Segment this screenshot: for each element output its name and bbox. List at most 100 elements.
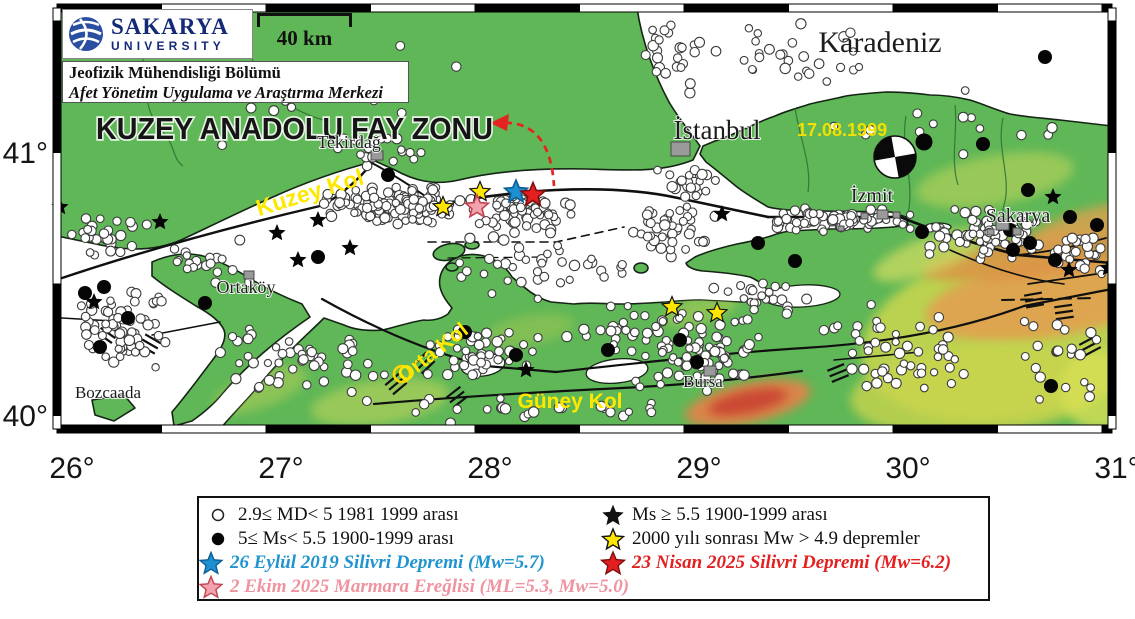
legend-item-text: 23 Nisan 2025 Silivri Depremi (Mw=6.2) — [632, 552, 952, 573]
historic-earthquake-dot — [1006, 243, 1020, 257]
earthquake-epicenter — [407, 185, 417, 196]
frame-segment — [1107, 7, 1117, 22]
earthquake-epicenter — [1085, 326, 1097, 339]
earthquake-epicenter — [484, 253, 495, 265]
earthquake-epicenter — [254, 381, 265, 392]
earthquake-epicenter — [845, 27, 856, 38]
earthquake-epicenter — [651, 321, 661, 332]
earthquake-epicenter — [1000, 239, 1010, 249]
earthquake-epicenter — [938, 241, 950, 253]
earthquake-epicenter — [960, 86, 970, 95]
frame-layer — [52, 3, 1117, 434]
earthquake-epicenter — [565, 275, 574, 284]
beachball-focal-mechanism — [873, 135, 917, 179]
earthquake-epicenter — [134, 340, 145, 351]
frame-segment — [788, 424, 894, 434]
earthquake-epicenter — [747, 285, 758, 296]
earthquake-epicenter — [673, 370, 685, 382]
earthquake-epicenter — [210, 277, 221, 288]
earthquake-epicenter — [521, 255, 531, 265]
earthquake-epicenter — [1030, 362, 1041, 374]
earthquake-epicenter — [629, 310, 639, 321]
earthquake-epicenter — [685, 344, 694, 353]
earthquake-epicenter — [587, 254, 596, 264]
earthquake-epicenter — [991, 237, 1001, 247]
earthquake-epicenter — [1066, 343, 1077, 354]
earthquake-epicenter — [509, 227, 520, 238]
earthquake-epicenter — [905, 210, 915, 219]
earthquake-epicenter — [677, 42, 687, 53]
earthquake-epicenter — [318, 198, 330, 209]
earthquake-epicenter — [944, 362, 955, 373]
earthquake-epicenter — [901, 340, 913, 352]
earthquake-epicenter — [846, 363, 858, 375]
hatch-line — [416, 355, 432, 371]
earthquake-epicenter — [501, 198, 511, 209]
earthquake-epicenter — [106, 296, 115, 305]
earthquake-epicenter — [721, 336, 732, 347]
earthquake-epicenter — [877, 366, 888, 377]
earthquake-epicenter — [1052, 345, 1064, 357]
relief-layer — [212, 151, 1112, 429]
earthquake-epicenter — [142, 319, 154, 331]
earthquake-epicenter — [950, 205, 960, 214]
earthquake-epicenter — [946, 378, 957, 389]
historic-earthquake-dot — [121, 311, 135, 325]
earthquake-epicenter — [880, 341, 892, 353]
earthquake-epicenter — [274, 358, 284, 368]
open-circle-glyph — [211, 508, 225, 522]
university-name-line1: SAKARYA — [111, 14, 229, 39]
department-box: Jeofizik Mühendisliği Bölümü Afet Yöneti… — [62, 61, 409, 103]
city-label: Bursa — [683, 372, 723, 391]
hatch-line — [388, 377, 404, 391]
earthquake-epicenter — [905, 224, 915, 233]
earthquake-epicenter — [394, 203, 406, 215]
earthquake-epicenter — [665, 208, 675, 218]
earthquake-epicenter — [1079, 263, 1090, 274]
earthquake-epicenter — [898, 220, 908, 229]
earthquake-epicenter — [682, 202, 692, 211]
legend-item: 5≤ Ms< 5.5 1900-1999 arası — [205, 527, 454, 551]
earthquake-epicenter — [651, 67, 662, 77]
earthquake-epicenter — [101, 352, 111, 362]
axis-label-lat: 40° — [3, 400, 48, 433]
earthquake-epicenter — [461, 266, 472, 277]
earthquake-epicenter — [101, 319, 111, 329]
earthquake-epicenter — [347, 346, 358, 357]
earthquake-epicenter — [913, 346, 924, 357]
earthquake-epicenter — [126, 240, 138, 252]
earthquake-epicenter — [893, 347, 906, 360]
earthquake-epicenter — [1065, 254, 1075, 264]
town-square — [860, 212, 869, 220]
earthquake-epicenter — [98, 228, 110, 239]
historic-earthquake-dot — [976, 137, 990, 151]
earthquake-epicenter — [629, 327, 640, 338]
earthquake-epicenter — [401, 216, 410, 225]
island — [633, 262, 649, 274]
earthquake-epicenter — [714, 373, 725, 384]
earthquake-epicenter — [1074, 348, 1087, 361]
earthquake-epicenter — [751, 36, 760, 46]
fault-line — [833, 351, 921, 361]
earthquake-epicenter — [427, 184, 439, 196]
research-center-name: Afet Yönetim Uygulama ve Araştırma Merke… — [69, 83, 383, 102]
earthquake-epicenter — [775, 49, 786, 60]
earthquake-epicenter — [67, 229, 77, 240]
city-label: Bozcaada — [75, 383, 142, 402]
earthquake-epicenter — [515, 276, 527, 288]
earthquake-epicenter — [115, 352, 125, 362]
legend-item: 23 Nisan 2025 Silivri Depremi (Mw=6.2) — [599, 550, 952, 576]
earthquake-epicenter — [388, 156, 398, 166]
hatch-line — [392, 381, 408, 396]
earthquake-epicenter — [648, 25, 657, 35]
frame-segment — [52, 415, 62, 430]
earthquake-epicenter — [129, 296, 140, 307]
earthquake-epicenter — [356, 150, 365, 159]
axis-label-lon: 30° — [885, 452, 930, 485]
historic-earthquake-dot — [78, 286, 92, 300]
symbol-layer — [51, 50, 1117, 393]
hatch-line — [412, 351, 428, 366]
earthquake-epicenter — [795, 18, 807, 30]
earthquake-epicenter — [533, 332, 543, 343]
earthquake-epicenter — [685, 182, 697, 193]
